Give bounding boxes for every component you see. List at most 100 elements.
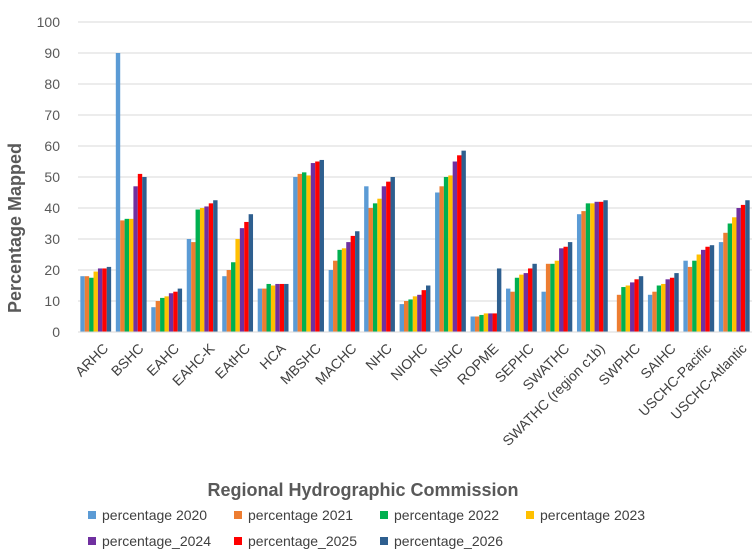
legend-swatch xyxy=(526,511,534,519)
bar xyxy=(665,279,670,332)
bar xyxy=(576,214,582,332)
bar xyxy=(683,260,688,332)
y-tick-label: 30 xyxy=(44,231,60,247)
legend-swatch xyxy=(88,537,96,545)
bar xyxy=(567,242,573,332)
bar xyxy=(319,159,324,332)
y-tick-label: 60 xyxy=(44,138,60,154)
bar xyxy=(204,206,209,332)
bar xyxy=(275,283,280,332)
bar xyxy=(390,177,395,332)
bar xyxy=(514,277,520,332)
bar xyxy=(186,239,192,332)
bar xyxy=(634,279,639,332)
x-tick-label: EAtHC xyxy=(212,340,254,382)
x-tick-label: BSHC xyxy=(108,340,147,379)
legend-label: percentage_2025 xyxy=(248,533,357,549)
bar xyxy=(483,313,489,332)
bar xyxy=(656,285,662,332)
bar xyxy=(638,276,644,332)
y-tick-label: 50 xyxy=(44,169,60,185)
legend-swatch xyxy=(380,511,388,519)
bar xyxy=(120,220,125,332)
bar xyxy=(523,273,529,332)
bar xyxy=(492,313,497,332)
legend-swatch xyxy=(88,511,96,519)
bar xyxy=(155,301,161,332)
bar xyxy=(129,218,134,332)
bar xyxy=(364,186,369,332)
bar xyxy=(559,248,564,332)
bar xyxy=(727,223,733,332)
bar xyxy=(412,296,418,332)
bar xyxy=(226,270,232,332)
bar xyxy=(386,181,391,332)
bar xyxy=(510,291,515,332)
y-tick-label: 80 xyxy=(44,76,60,92)
bar xyxy=(421,290,426,332)
bar xyxy=(594,201,599,332)
bar xyxy=(603,200,608,332)
bar xyxy=(301,172,307,332)
legend-label: percentage_2026 xyxy=(394,533,503,549)
bar xyxy=(257,288,263,332)
bar xyxy=(506,288,511,332)
bar xyxy=(84,276,90,332)
bar xyxy=(368,208,373,332)
legend-label: percentage 2023 xyxy=(540,507,645,523)
bar xyxy=(669,277,675,332)
bar xyxy=(452,161,458,332)
bars xyxy=(80,53,750,332)
bar xyxy=(346,242,351,332)
bar xyxy=(80,276,85,332)
bar xyxy=(279,283,285,332)
bar xyxy=(581,211,586,332)
y-axis-title: Percentage Mapped xyxy=(5,143,25,313)
bar xyxy=(222,276,227,332)
bar xyxy=(377,198,382,332)
bar xyxy=(470,316,475,332)
bar xyxy=(142,177,147,332)
y-tick-label: 100 xyxy=(37,14,61,30)
bar xyxy=(674,273,679,332)
legend-label: percentage 2021 xyxy=(248,507,353,523)
bar xyxy=(705,246,710,332)
bar xyxy=(248,214,254,332)
bar xyxy=(102,268,107,332)
bar xyxy=(616,294,622,332)
bar xyxy=(115,53,121,332)
bar xyxy=(687,266,693,332)
bar xyxy=(479,314,484,332)
y-tick-label: 0 xyxy=(52,324,60,340)
bar xyxy=(696,254,701,332)
bar xyxy=(133,186,138,332)
legend-swatch xyxy=(380,537,388,545)
bar xyxy=(168,293,174,332)
legend-swatch xyxy=(234,511,242,519)
bar xyxy=(496,268,502,332)
bar xyxy=(164,296,169,332)
bar xyxy=(350,235,356,332)
bar xyxy=(160,297,165,332)
bar xyxy=(404,301,409,332)
legend-label: percentage 2022 xyxy=(394,507,499,523)
bar xyxy=(740,204,746,332)
bar xyxy=(399,304,404,332)
bar xyxy=(474,316,480,332)
bar xyxy=(435,192,440,332)
bar xyxy=(550,263,555,332)
bar xyxy=(692,260,697,332)
bar xyxy=(718,242,724,332)
x-tick-label: NIOHC xyxy=(387,340,430,383)
bar xyxy=(457,155,462,332)
bar xyxy=(554,260,560,332)
bar xyxy=(297,173,302,332)
bar xyxy=(590,203,595,332)
bar xyxy=(208,203,214,332)
bar xyxy=(598,201,604,332)
legend-swatch xyxy=(234,537,242,545)
bar xyxy=(745,200,750,332)
gridlines xyxy=(78,21,752,302)
